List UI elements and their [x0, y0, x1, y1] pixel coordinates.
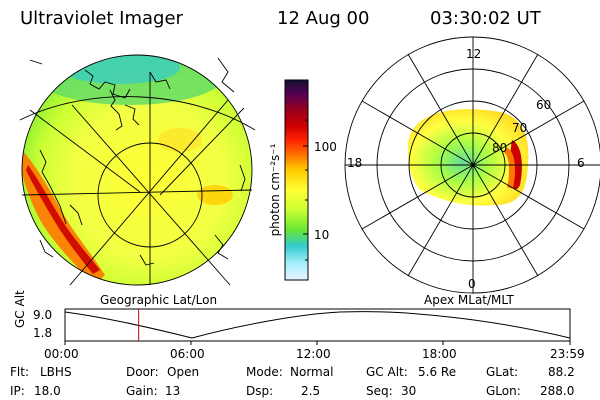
colorbar-tick-10: 10 — [314, 228, 330, 242]
glon-value: 288.0 — [540, 384, 575, 398]
seq-label: Seq: — [366, 384, 393, 398]
time-label: 03:30:02 UT — [430, 8, 541, 29]
mlat-label-70: 70 — [512, 121, 528, 135]
altitude-plot-frame — [64, 308, 571, 342]
door-value: Open — [167, 365, 200, 379]
earth-disk — [22, 55, 252, 285]
left-panel-caption: Geographic Lat/Lon — [100, 293, 218, 307]
mlt-label-18: 18 — [347, 156, 363, 170]
mlat-label-60: 60 — [536, 98, 552, 112]
mode-value: Normal — [290, 365, 334, 379]
coastlines — [39, 69, 229, 266]
ip-value: 18.0 — [34, 384, 61, 398]
altitude-xtick-2359: 23:59 — [550, 347, 585, 361]
altitude-xtick-0000: 00:00 — [44, 347, 79, 361]
gcalt-value: 5.6 Re — [418, 365, 457, 379]
gain-label: Gain: — [126, 384, 158, 398]
ip-label: IP: — [10, 384, 25, 398]
flt-label: Flt: — [10, 365, 29, 379]
gain-value: 13 — [165, 384, 181, 398]
altitude-xtick-0600: 06:00 — [170, 347, 205, 361]
colorbar-tick-100: 100 — [314, 140, 337, 154]
instrument-title: Ultraviolet Imager — [20, 8, 183, 29]
mlt-label-6: 6 — [577, 156, 585, 170]
glat-value: 88.2 — [548, 365, 575, 379]
lat-lon-grid — [19, 54, 256, 286]
mlt-label-0: 0 — [468, 277, 476, 291]
right-panel-caption: Apex MLat/MLT — [424, 293, 514, 307]
altitude-ytick-1-8: 1.8 — [33, 326, 53, 340]
altitude-xtick-1800: 18:00 — [422, 347, 457, 361]
colorbar-scale — [284, 79, 309, 281]
altitude-ylabel: GC Alt — [13, 290, 27, 328]
dsp-label: Dsp: — [246, 384, 274, 398]
altitude-xtick-1200: 12:00 — [296, 347, 331, 361]
altitude-curve — [64, 311, 571, 339]
date-label: 12 Aug 00 — [277, 8, 370, 29]
altitude-ytick-9: 9.0 — [33, 308, 53, 322]
door-label: Door: — [126, 365, 159, 379]
mlat-label-80: 80 — [492, 141, 508, 155]
flt-value: LBHS — [40, 365, 72, 379]
gcalt-label: GC Alt: — [366, 365, 408, 379]
dsp-value: 2.5 — [301, 384, 321, 398]
mlt-label-12: 12 — [466, 47, 482, 61]
seq-value: 30 — [401, 384, 417, 398]
mode-label: Mode: — [246, 365, 283, 379]
glon-label: GLon: — [486, 384, 521, 398]
polar-grid — [344, 36, 600, 294]
glat-label: GLat: — [486, 365, 519, 379]
